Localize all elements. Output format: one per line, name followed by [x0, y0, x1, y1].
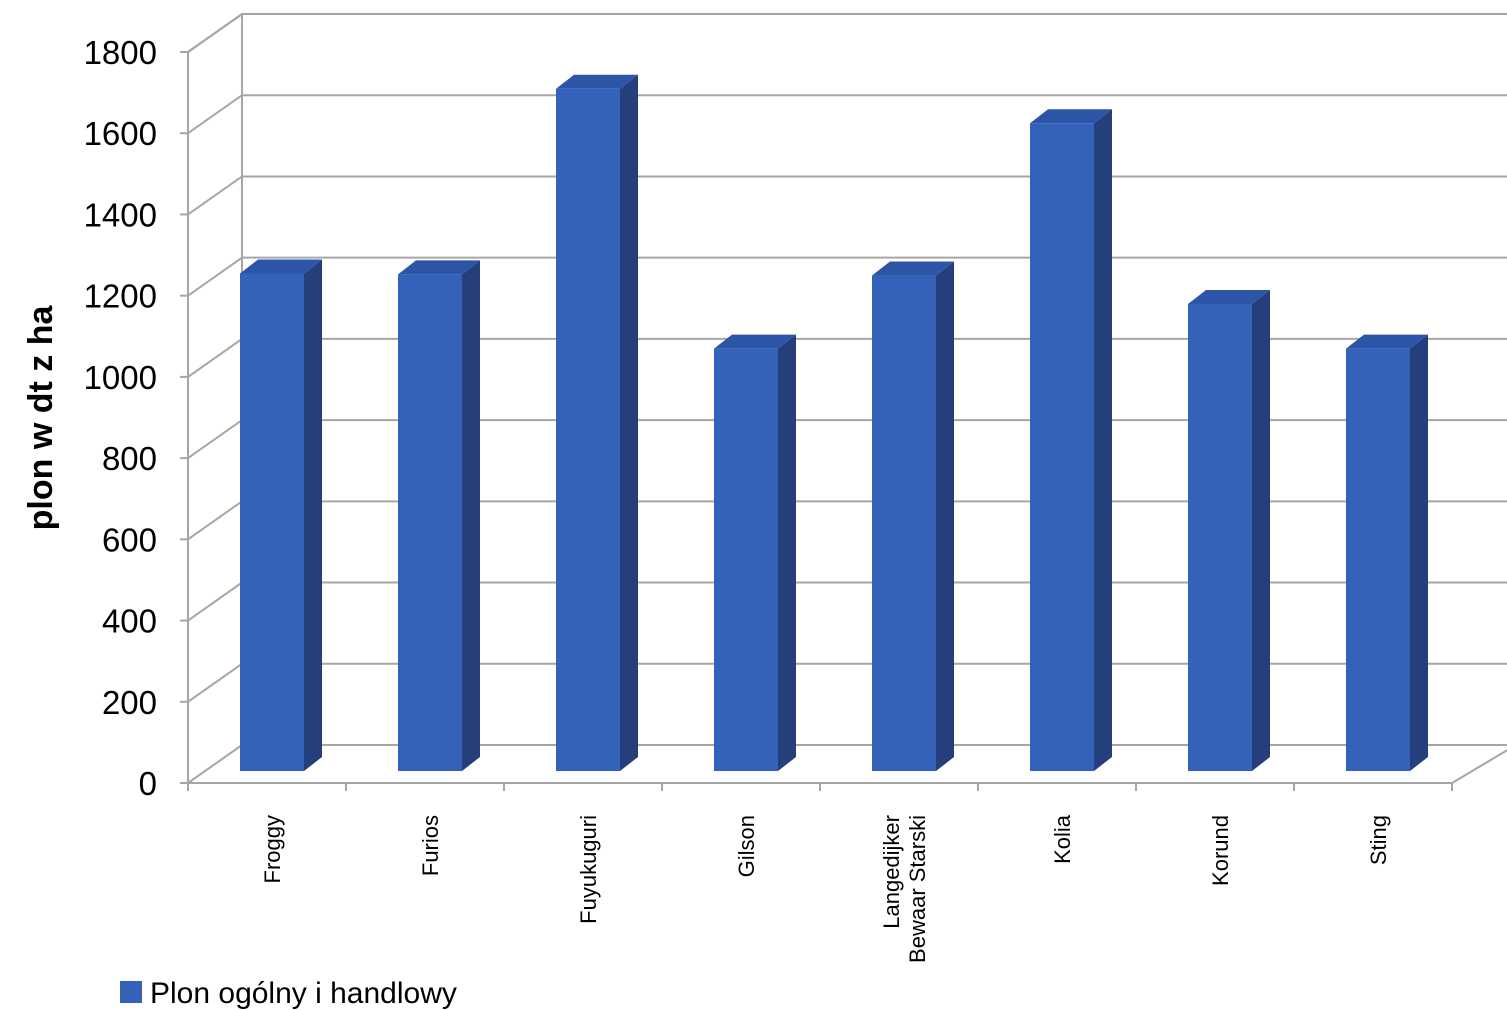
bar-side	[778, 334, 796, 771]
bar-front	[556, 88, 620, 771]
gridline	[187, 744, 1507, 784]
x-category-label-line: Fuyukuguri	[576, 815, 601, 924]
y-axis-label: plon w dt z ha	[22, 305, 60, 531]
bar	[398, 260, 480, 771]
bar-top	[1188, 289, 1270, 304]
legend: Plon ogólny i handlowy	[120, 977, 457, 1010]
bars	[240, 74, 1428, 771]
bar	[1030, 109, 1112, 771]
y-tick-label: 1600	[84, 115, 157, 152]
bar-top	[240, 259, 322, 274]
bar	[1188, 289, 1270, 771]
back-wall-top	[187, 13, 1507, 53]
bar-front	[872, 275, 936, 771]
legend-label: Plon ogólny i handlowy	[150, 977, 457, 1010]
x-category-label-line: Korund	[1208, 815, 1233, 886]
gridline	[187, 419, 1507, 459]
bar-side	[462, 260, 480, 771]
x-category-label: Froggy	[260, 815, 285, 883]
y-tick-label: 1000	[84, 359, 157, 396]
x-category-label: Sting	[1366, 815, 1391, 865]
bar-top	[1346, 334, 1428, 349]
x-category-label: Furios	[418, 815, 443, 876]
gridline	[187, 662, 1507, 703]
gridline	[187, 256, 1507, 297]
y-tick-label: 1800	[84, 34, 157, 71]
y-tick-label: 1400	[84, 196, 157, 233]
bar-front	[714, 348, 778, 771]
bar-side	[1094, 109, 1112, 771]
bar	[872, 261, 954, 771]
gridline	[187, 337, 1507, 378]
bar	[1346, 334, 1428, 771]
y-tick-label: 200	[102, 684, 157, 721]
x-category-label-line: Sting	[1366, 815, 1391, 865]
bar-front	[1030, 123, 1094, 771]
x-category-label-line: Langedijker	[879, 815, 904, 929]
bar-side	[304, 259, 322, 771]
y-tick-labels: 0 200 400 600 800 1000 1200 1400 1600 1800	[84, 34, 157, 802]
x-category-label: Fuyukuguri	[576, 815, 601, 924]
bar-top	[1030, 109, 1112, 124]
bar-top	[714, 334, 796, 349]
bar-top	[398, 260, 480, 275]
bar-top	[556, 74, 638, 89]
bar-side	[936, 261, 954, 771]
chart-walls	[187, 13, 1507, 745]
bar-top	[872, 261, 954, 276]
bar-front	[240, 273, 304, 771]
bar-front	[398, 274, 462, 771]
gridline	[187, 94, 1507, 135]
y-tick-label: 600	[102, 521, 157, 558]
x-category-labels: Froggy Furios Fuyukuguri Gilson LangedijkerB…	[260, 814, 1391, 963]
bar	[714, 334, 796, 771]
x-category-label: Korund	[1208, 815, 1233, 886]
floor-right-edge	[1451, 749, 1507, 784]
gridlines	[187, 13, 1507, 784]
bar	[240, 259, 322, 771]
x-category-label-line: Froggy	[260, 815, 285, 883]
legend-swatch	[120, 981, 142, 1003]
x-category-label-line: Bewaar Starski	[905, 815, 930, 963]
x-category-label: Kolia	[1050, 814, 1075, 864]
gridline	[187, 175, 1507, 216]
axes	[180, 51, 1507, 791]
bar-front	[1346, 348, 1410, 771]
bar-side	[1252, 289, 1270, 771]
x-category-label-line: Furios	[418, 815, 443, 876]
y-tick-label: 800	[102, 440, 157, 477]
x-category-label: Gilson	[734, 815, 759, 877]
bar-side	[620, 74, 638, 771]
y-tick-label: 1200	[84, 278, 157, 315]
bar	[556, 74, 638, 771]
bar-side	[1410, 334, 1428, 771]
y-tick-label: 0	[139, 765, 157, 802]
x-category-label-line: Gilson	[734, 815, 759, 877]
gridline	[187, 13, 1507, 53]
y-tick-label: 400	[102, 603, 157, 640]
x-category-label: LangedijkerBewaar Starski	[879, 815, 930, 963]
gridline	[187, 581, 1507, 622]
bar-front	[1188, 303, 1252, 771]
x-category-label-line: Kolia	[1050, 814, 1075, 864]
gridline	[187, 500, 1507, 541]
